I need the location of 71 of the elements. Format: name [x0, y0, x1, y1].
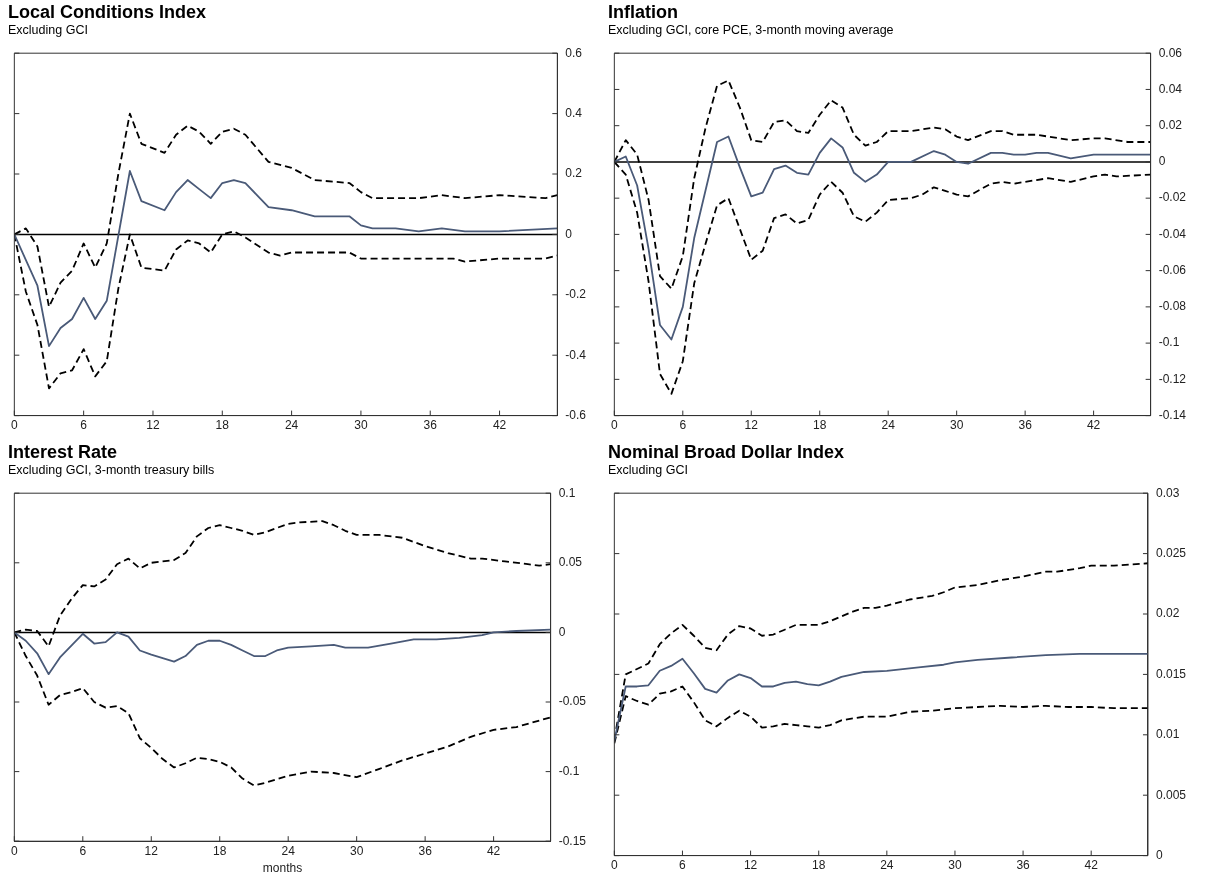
x-tick-label: 24	[281, 843, 296, 858]
y-tick-label: 0.02	[1158, 117, 1183, 132]
chart-subtitle: Excluding GCI	[8, 22, 89, 38]
y-tick-label: 0	[558, 624, 566, 639]
x-tick-label: 30	[354, 418, 368, 433]
x-tick-label: 42	[1084, 858, 1099, 873]
y-tick-label: -0.6	[565, 407, 587, 422]
x-axis-title: months	[262, 861, 303, 876]
x-tick-label: 12	[146, 418, 160, 433]
y-tick-label: 0.4	[565, 105, 583, 120]
x-tick-label: 42	[486, 843, 501, 858]
y-tick-label: 0	[565, 226, 573, 241]
y-tick-label: 0.03	[1155, 485, 1180, 500]
x-tick-label: 6	[80, 418, 88, 433]
y-tick-label: -0.1	[1158, 335, 1180, 350]
x-tick-label: 36	[418, 843, 433, 858]
x-tick-label: 36	[423, 418, 438, 433]
y-tick-label: 0.1	[558, 485, 576, 500]
y-tick-label: 0.06	[1158, 45, 1183, 60]
y-tick-label: -0.08	[1158, 299, 1187, 314]
x-tick-label: 36	[1016, 858, 1031, 873]
chart-title: Interest Rate	[8, 442, 119, 462]
y-tick-label: -0.1	[558, 763, 580, 778]
x-tick-label: 18	[813, 418, 827, 433]
chart-subtitle: Excluding GCI, core PCE, 3-month moving average	[608, 22, 895, 38]
chart-subtitle: Excluding GCI, 3-month treasury bills	[8, 462, 216, 478]
y-tick-label: 0.005	[1155, 787, 1187, 802]
y-tick-label: 0.02	[1155, 606, 1180, 621]
x-tick-label: 36	[1018, 418, 1033, 433]
y-tick-label: -0.05	[558, 694, 587, 709]
x-tick-label: 18	[213, 843, 227, 858]
y-tick-label: 0.025	[1155, 545, 1187, 560]
x-tick-label: 42	[492, 418, 507, 433]
y-tick-label: 0.01	[1155, 727, 1180, 742]
y-tick-label: -0.04	[1158, 226, 1187, 241]
y-tick-label: 0	[1158, 154, 1166, 169]
x-tick-label: 0	[610, 418, 618, 433]
y-tick-label: 0.015	[1155, 666, 1187, 681]
chart-title: Local Conditions Index	[8, 2, 207, 22]
y-tick-label: -0.4	[565, 347, 587, 362]
x-tick-label: 6	[679, 418, 687, 433]
x-tick-label: 42	[1086, 418, 1101, 433]
x-tick-label: 30	[349, 843, 364, 858]
y-tick-label: 0.05	[558, 555, 583, 570]
y-tick-label: 0.2	[565, 166, 583, 181]
x-tick-label: 24	[881, 418, 896, 433]
y-tick-label: -0.12	[1158, 371, 1187, 386]
x-tick-label: 0	[10, 843, 18, 858]
chart-subtitle: Excluding GCI	[608, 462, 689, 478]
y-tick-label: -0.02	[1158, 190, 1187, 205]
x-tick-label: 24	[880, 858, 894, 873]
x-tick-label: 30	[948, 858, 962, 873]
y-tick-label: 0.6	[565, 45, 583, 60]
x-tick-label: 12	[743, 858, 758, 873]
x-tick-label: 30	[949, 418, 964, 433]
x-tick-label: 6	[679, 858, 687, 873]
chart-title: Nominal Broad Dollar Index	[608, 442, 846, 462]
x-tick-label: 0	[10, 418, 18, 433]
y-tick-label: -0.2	[565, 287, 587, 302]
chart-title: Inflation	[608, 2, 679, 22]
y-tick-label: -0.15	[558, 833, 587, 848]
x-tick-label: 12	[144, 843, 159, 858]
y-tick-label: 0.04	[1158, 81, 1183, 96]
x-tick-label: 0	[610, 858, 618, 873]
y-tick-label: -0.06	[1158, 262, 1187, 277]
x-tick-label: 24	[284, 418, 299, 433]
x-tick-label: 12	[744, 418, 759, 433]
x-tick-label: 6	[79, 843, 87, 858]
y-tick-label: -0.14	[1158, 407, 1187, 422]
x-tick-label: 18	[215, 418, 230, 433]
x-tick-label: 18	[812, 858, 826, 873]
